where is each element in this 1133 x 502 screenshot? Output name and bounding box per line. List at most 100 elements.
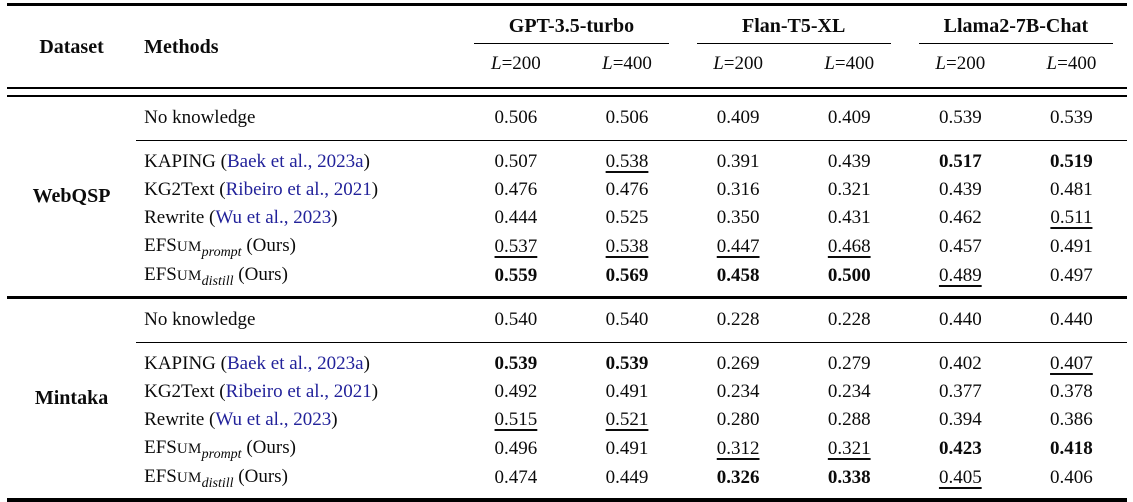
metric-value: 0.539 xyxy=(494,353,538,374)
metric-value: 0.440 xyxy=(904,297,1016,343)
metric-value: 0.476 xyxy=(605,179,649,200)
method-label: EFS xyxy=(144,437,177,458)
method-text: (Ours) xyxy=(241,235,296,256)
subcolumn-header-flan-l200: L=200 xyxy=(713,53,764,74)
metric-value: 0.496 xyxy=(494,437,538,459)
metric-value: 0.439 xyxy=(827,151,871,172)
metric-value: 0.418 xyxy=(1050,437,1093,459)
smallcaps-text: UM xyxy=(176,239,202,255)
metric-value: 0.280 xyxy=(716,409,760,430)
metric-value: 0.491 xyxy=(1050,235,1093,257)
method-label: No knowledge xyxy=(144,309,256,330)
metric-value: 0.492 xyxy=(494,381,538,402)
metric-value: 0.321 xyxy=(827,179,871,200)
method-cell: EFSUMprompt (Ours) xyxy=(136,232,460,261)
metric-value: 0.407 xyxy=(1050,353,1093,374)
model-group-label: Llama2-7B-Chat xyxy=(918,14,1113,44)
metric-value: 0.489 xyxy=(938,264,982,286)
metric-value: 0.497 xyxy=(1050,264,1093,286)
metric-value: 0.519 xyxy=(1050,151,1093,172)
metric-value: 0.406 xyxy=(1050,466,1093,488)
dataset-label: WebQSP xyxy=(32,185,111,207)
metric-value: 0.500 xyxy=(827,264,871,286)
citation-link[interactable]: Wu et al., 2023 xyxy=(215,207,332,228)
column-header-dataset: Dataset xyxy=(7,5,136,89)
method-cell: KG2Text (Ribeiro et al., 2021) xyxy=(136,176,460,204)
table-row: Rewrite (Wu et al., 2023) 0.444 0.525 0.350… xyxy=(7,204,1127,232)
metric-value: 0.491 xyxy=(605,381,649,402)
smallcaps-text: UM xyxy=(176,441,202,457)
method-label: EFS xyxy=(144,235,177,256)
method-cell: No knowledge xyxy=(136,96,461,141)
metric-value: 0.447 xyxy=(716,235,760,257)
metric-value: 0.378 xyxy=(1050,381,1093,402)
header-double-rule xyxy=(7,87,1127,97)
table-row: EFSUMdistill (Ours) 0.474 0.449 0.326 0.338 0… xyxy=(7,463,1127,500)
method-text: ) xyxy=(331,207,338,228)
citation-link[interactable]: Wu et al., 2023 xyxy=(215,409,332,430)
metric-value: 0.476 xyxy=(494,179,538,200)
subcolumn-header-llama-l200: L=200 xyxy=(935,53,986,74)
smallcaps-text: UM xyxy=(176,268,202,284)
method-cell: EFSUMdistill (Ours) xyxy=(136,261,460,298)
methods-header-label: Methods xyxy=(144,35,219,58)
metric-value: 0.569 xyxy=(605,264,649,286)
metric-value: 0.440 xyxy=(1015,297,1127,343)
dataset-label: Mintaka xyxy=(34,387,109,409)
header-divider xyxy=(7,87,1127,97)
citation-link[interactable]: Baek et al., 2023a xyxy=(226,151,364,172)
model-group-label: GPT-3.5-turbo xyxy=(474,14,669,44)
method-text: ) xyxy=(363,353,370,374)
method-subscript: prompt xyxy=(201,244,242,260)
metric-value: 0.517 xyxy=(938,151,982,172)
method-text: ) xyxy=(331,409,338,430)
metric-value: 0.537 xyxy=(494,235,538,257)
metric-value: 0.506 xyxy=(460,96,572,141)
method-label: KG2Text ( xyxy=(144,179,226,200)
column-header-methods: Methods xyxy=(136,5,460,89)
subcolumn-header-flan-l400: L=400 xyxy=(824,53,875,74)
metric-value: 0.269 xyxy=(716,353,760,374)
metric-value: 0.409 xyxy=(793,96,905,141)
table-row: EFSUMprompt (Ours) 0.496 0.491 0.312 0.321 0.… xyxy=(7,434,1127,463)
subcolumn-header-gpt-l200: L=200 xyxy=(491,53,541,74)
table-row: EFSUMprompt (Ours) 0.537 0.538 0.447 0.468 0.… xyxy=(7,232,1127,261)
method-text: ) xyxy=(371,381,379,402)
method-label: EFS xyxy=(144,264,177,285)
metric-value: 0.228 xyxy=(682,297,794,343)
metric-value: 0.506 xyxy=(571,96,683,141)
method-label: EFS xyxy=(144,466,177,487)
metric-value: 0.538 xyxy=(605,235,649,257)
dataset-section-webqsp: WebQSP No knowledge 0.506 0.506 0.409 0.409 0.… xyxy=(7,96,1127,298)
citation-link[interactable]: Ribeiro et al., 2021 xyxy=(225,381,372,402)
method-subscript: distill xyxy=(201,273,234,289)
model-group-header-llama2-7b-chat: Llama2-7B-Chat xyxy=(905,5,1127,44)
smallcaps-text: UM xyxy=(176,470,202,486)
method-label: KAPING ( xyxy=(144,353,227,374)
table-row: KAPING (Baek et al., 2023a) 0.507 0.538 0.3… xyxy=(7,141,1127,177)
method-cell: KAPING (Baek et al., 2023a) xyxy=(136,343,460,379)
method-label: Rewrite ( xyxy=(144,207,216,228)
metric-value: 0.515 xyxy=(494,409,538,430)
metric-value: 0.481 xyxy=(1050,179,1093,200)
method-cell: KAPING (Baek et al., 2023a) xyxy=(136,141,460,177)
method-cell: Rewrite (Wu et al., 2023) xyxy=(136,204,460,232)
table-row: EFSUMdistill (Ours) 0.559 0.569 0.458 0.500 0… xyxy=(7,261,1127,298)
table-row: WebQSP No knowledge 0.506 0.506 0.409 0.409 0.… xyxy=(7,96,1127,207)
metric-value: 0.539 xyxy=(904,96,1016,141)
metric-value: 0.521 xyxy=(605,409,649,430)
citation-link[interactable]: Ribeiro et al., 2021 xyxy=(225,179,372,200)
metric-value: 0.350 xyxy=(716,207,760,228)
model-group-header-gpt35turbo: GPT-3.5-turbo xyxy=(460,5,682,44)
metric-value: 0.402 xyxy=(938,353,982,374)
method-text: (Ours) xyxy=(233,466,288,487)
citation-link[interactable]: Baek et al., 2023a xyxy=(226,353,364,374)
metric-value: 0.538 xyxy=(605,151,649,172)
table-row: Mintaka No knowledge 0.540 0.540 0.228 0.228 0… xyxy=(7,297,1127,409)
metric-value: 0.540 xyxy=(460,297,572,343)
metric-value: 0.540 xyxy=(571,297,683,343)
metric-value: 0.228 xyxy=(793,297,905,343)
method-text: ) xyxy=(363,151,370,172)
metric-value: 0.386 xyxy=(1050,409,1093,430)
metric-value: 0.394 xyxy=(938,409,982,430)
